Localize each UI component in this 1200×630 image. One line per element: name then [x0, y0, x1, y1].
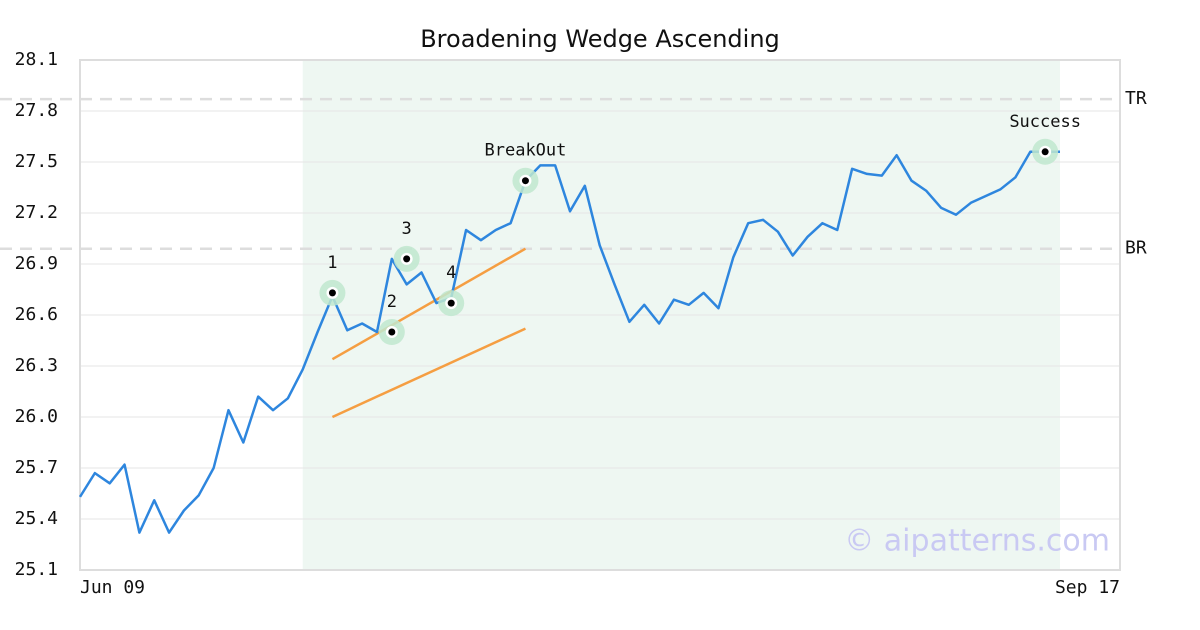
- marker-label: Success: [1009, 112, 1081, 132]
- marker-label: 1: [327, 253, 337, 273]
- x-tick-label: Jun 09: [80, 577, 145, 598]
- level-label: BR: [1125, 238, 1147, 259]
- y-tick-label: 27.8: [15, 100, 58, 121]
- price-line: [78, 150, 1060, 534]
- x-tick-label: Sep 17: [1055, 577, 1120, 598]
- marker-label: 3: [402, 219, 412, 239]
- watermark: © aipatterns.com: [844, 524, 1110, 559]
- marker-dot: [328, 289, 336, 297]
- trendline: [331, 327, 526, 419]
- marker-label: 4: [446, 263, 456, 283]
- y-tick-label: 25.1: [15, 559, 58, 580]
- y-tick-label: 26.0: [15, 406, 58, 427]
- marker-dot: [1041, 148, 1049, 156]
- y-tick-label: 25.7: [15, 457, 58, 478]
- y-tick-label: 26.9: [15, 253, 58, 274]
- y-tick-label: 26.6: [15, 304, 58, 325]
- y-tick-label: 26.3: [15, 355, 58, 376]
- marker-dot: [388, 328, 396, 336]
- marker-label: 2: [387, 292, 397, 312]
- y-tick-label: 27.5: [15, 151, 58, 172]
- chart-title: Broadening Wedge Ascending: [420, 25, 780, 53]
- level-label: TR: [1125, 88, 1147, 109]
- y-tick-label: 27.2: [15, 202, 58, 223]
- marker-label: BreakOut: [485, 141, 567, 161]
- y-tick-label: 28.1: [15, 49, 58, 70]
- marker-dot: [447, 299, 455, 307]
- marker-dot: [521, 177, 529, 185]
- trendline: [331, 247, 527, 361]
- y-tick-label: 25.4: [15, 508, 58, 529]
- marker-dot: [403, 255, 411, 263]
- plot-border: [79, 59, 1121, 571]
